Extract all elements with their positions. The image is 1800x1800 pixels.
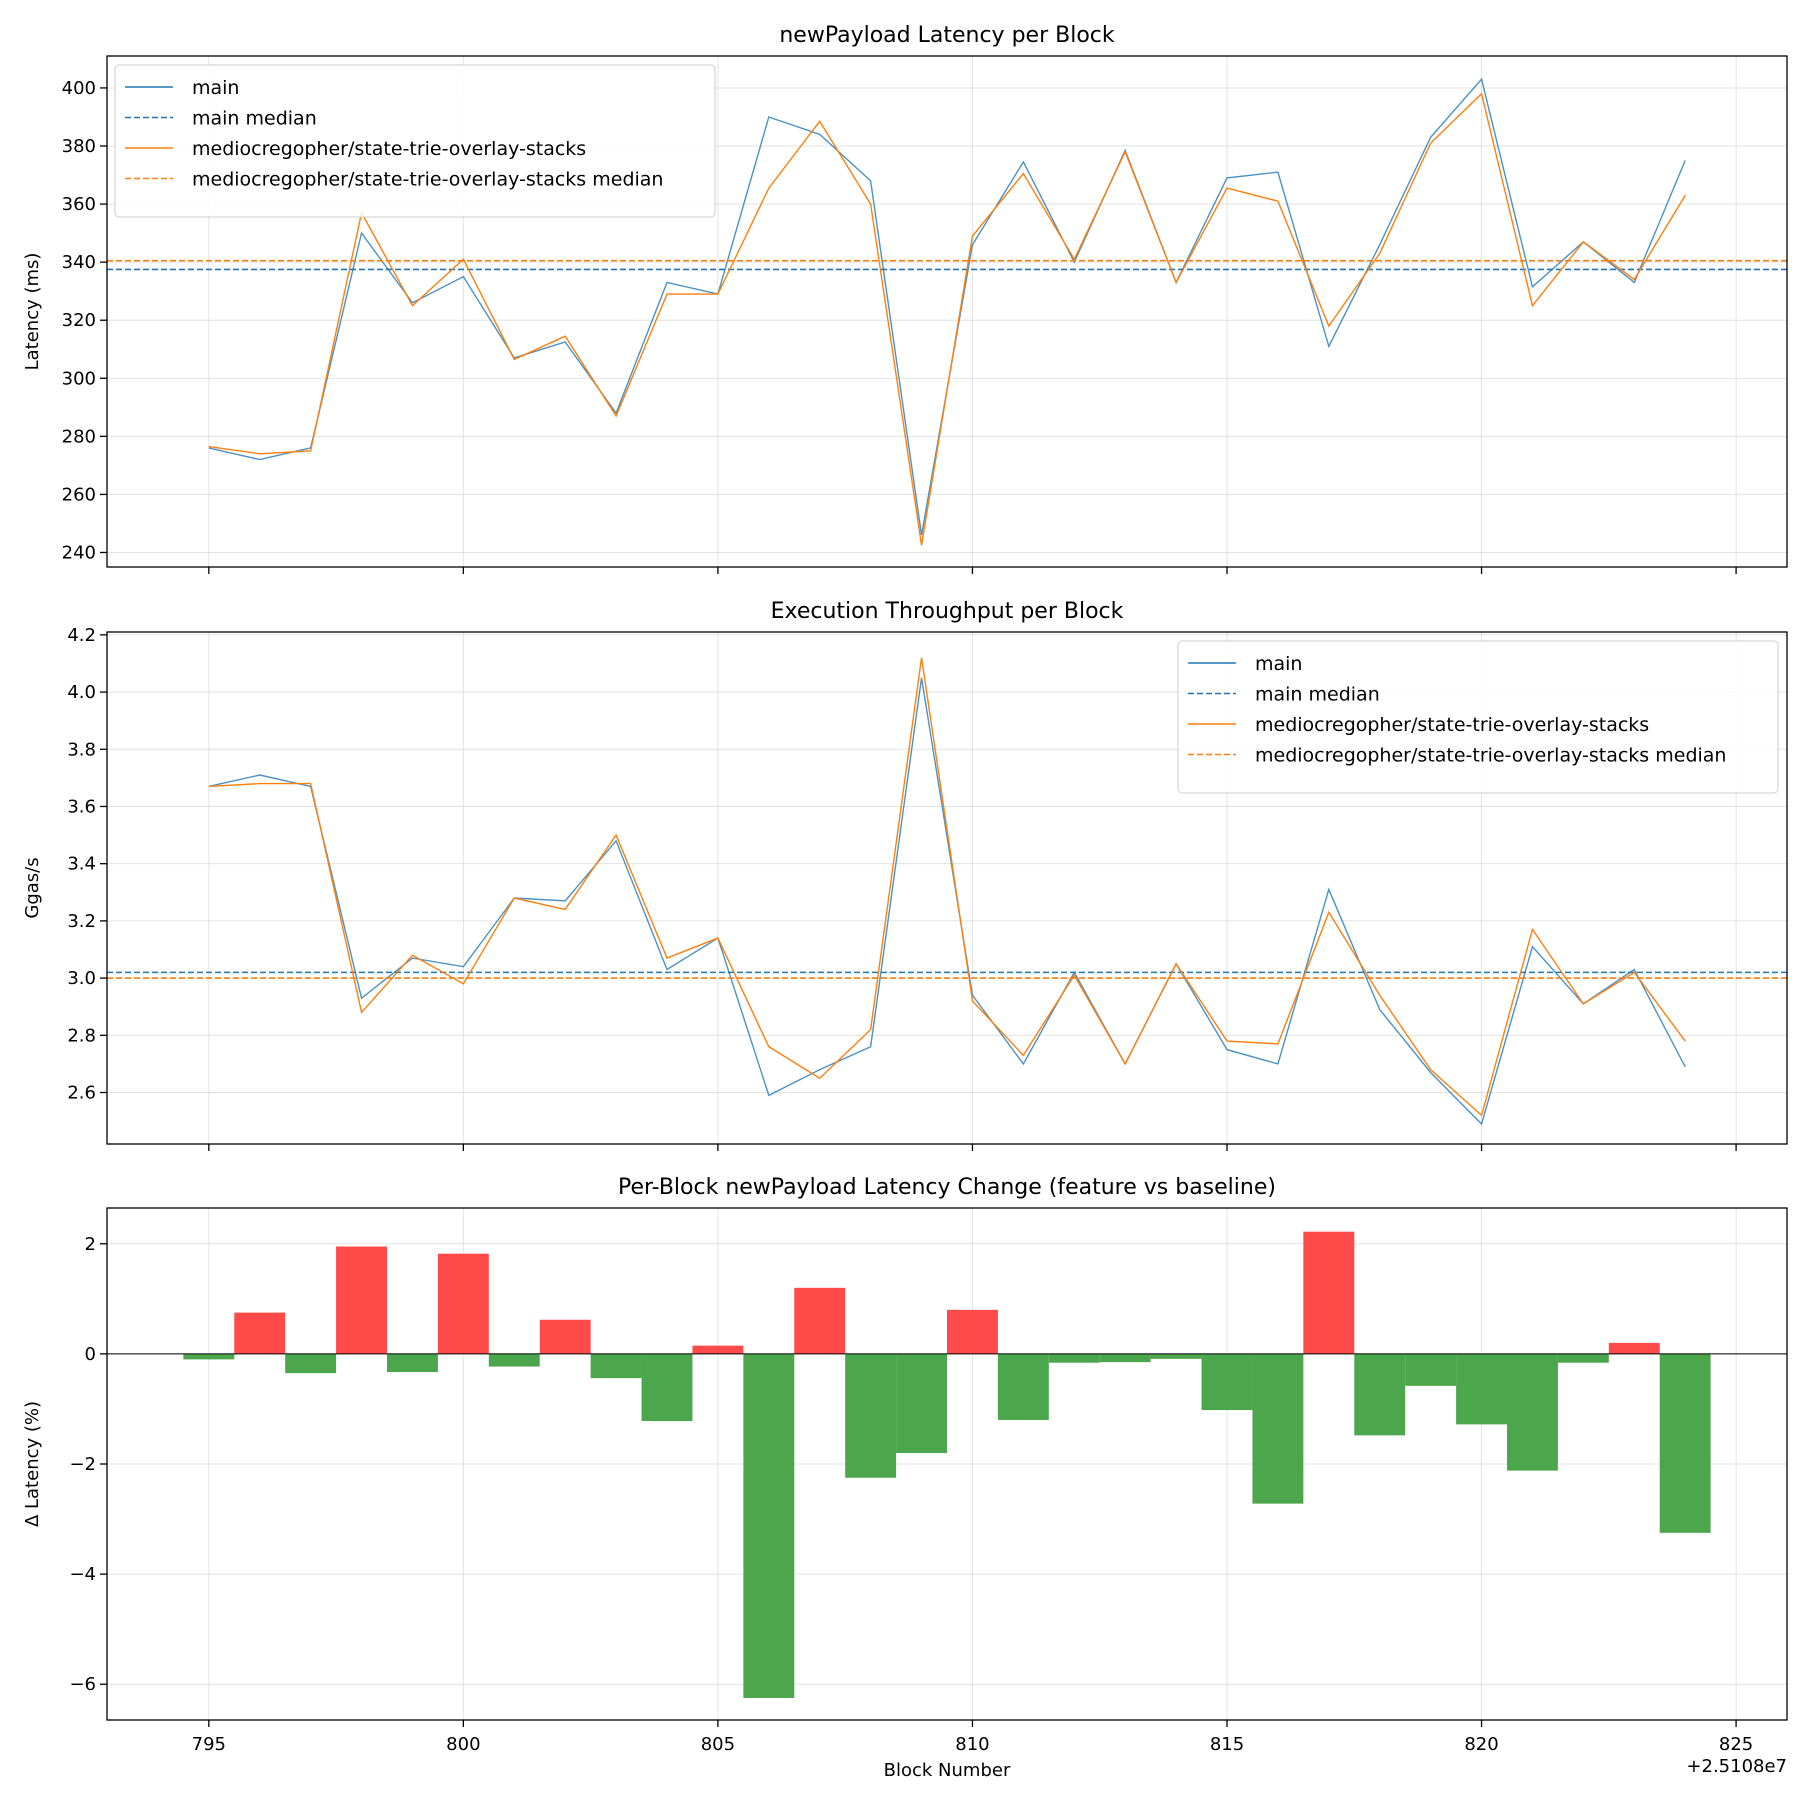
legend-entry: mediocregopher/state-trie-overlay-stacks bbox=[1255, 714, 1649, 736]
legend-entry: mediocregopher/state-trie-overlay-stacks… bbox=[192, 169, 663, 191]
bar bbox=[896, 1353, 947, 1453]
plot-frame bbox=[106, 1207, 1788, 1721]
x-tick-label: 820 bbox=[1464, 1734, 1498, 1755]
bar bbox=[1303, 1231, 1355, 1354]
y-tick-label: 400 bbox=[62, 78, 96, 99]
y-tick-label: 3.4 bbox=[67, 854, 96, 875]
y-tick-label: 3.2 bbox=[67, 911, 96, 932]
legend: main main median mediocregopher/state-trie… bbox=[1177, 640, 1779, 794]
plot-frame bbox=[106, 631, 1788, 1145]
y-tick-label: 2.8 bbox=[67, 1025, 96, 1046]
legend-entry: main bbox=[192, 77, 239, 99]
x-tick-label: 810 bbox=[955, 1734, 989, 1755]
bar bbox=[1507, 1353, 1558, 1471]
bar bbox=[947, 1309, 998, 1354]
bar bbox=[1354, 1353, 1406, 1436]
y-tick-label: −4 bbox=[69, 1564, 96, 1585]
bar bbox=[794, 1287, 846, 1354]
y-tick-label: 300 bbox=[62, 368, 96, 389]
legend-entry: main median bbox=[192, 108, 317, 130]
bar bbox=[1252, 1353, 1304, 1504]
series-line-feature bbox=[208, 657, 1686, 1117]
y-axis-label: Latency (ms) bbox=[22, 253, 43, 371]
x-tick-label: 825 bbox=[1719, 1734, 1753, 1755]
chart-title: Execution Throughput per Block bbox=[771, 599, 1124, 624]
bar bbox=[845, 1353, 897, 1478]
bar bbox=[1099, 1353, 1151, 1363]
y-tick-label: 3.0 bbox=[67, 968, 96, 989]
y-axis-label: Ggas/s bbox=[22, 857, 43, 918]
x-tick-label: 795 bbox=[192, 1734, 226, 1755]
bar bbox=[641, 1353, 693, 1422]
bar bbox=[997, 1353, 1049, 1420]
y-tick-label: 2 bbox=[85, 1234, 96, 1255]
bar bbox=[1456, 1353, 1507, 1425]
y-tick-label: 320 bbox=[62, 310, 96, 331]
panel-1: newPayload Latency per Block Latency (ms)… bbox=[22, 23, 1788, 574]
panel-3: Per-Block newPayload Latency Change (fea… bbox=[22, 1175, 1788, 1781]
y-tick-label: 240 bbox=[62, 542, 96, 563]
x-offset-label: +2.5108e7 bbox=[1686, 1756, 1787, 1777]
bar bbox=[1557, 1353, 1609, 1363]
bar bbox=[234, 1312, 286, 1354]
series-group bbox=[107, 657, 1787, 1126]
bar bbox=[1201, 1353, 1253, 1411]
panel-2: Execution Throughput per Block Ggas/s 2.6 2… bbox=[22, 599, 1788, 1151]
bar bbox=[1608, 1342, 1660, 1354]
legend: main main median mediocregopher/state-trie… bbox=[114, 64, 716, 218]
y-tick-label: 360 bbox=[62, 194, 96, 215]
series-line-feature bbox=[208, 92, 1686, 546]
bar bbox=[183, 1353, 235, 1360]
y-axis-label: Δ Latency (%) bbox=[22, 1401, 43, 1527]
y-tick-label: 3.6 bbox=[67, 796, 96, 817]
y-tick-label: 4.0 bbox=[67, 682, 96, 703]
legend-entry: main bbox=[1255, 653, 1302, 675]
legend-entry: mediocregopher/state-trie-overlay-stacks… bbox=[1255, 745, 1726, 767]
y-tick-label: 2.6 bbox=[67, 1083, 96, 1104]
series-group bbox=[107, 77, 1787, 546]
y-tick-label: 280 bbox=[62, 426, 96, 447]
legend-entry: main median bbox=[1255, 684, 1380, 706]
bar bbox=[590, 1353, 642, 1379]
x-tick-label: 805 bbox=[701, 1734, 735, 1755]
series-line-main bbox=[208, 677, 1686, 1126]
bar bbox=[1150, 1353, 1202, 1359]
y-tick-label: −6 bbox=[69, 1674, 96, 1695]
x-tick-label: 800 bbox=[446, 1734, 480, 1755]
bar bbox=[539, 1319, 591, 1354]
chart-title: newPayload Latency per Block bbox=[779, 23, 1115, 48]
y-tick-label: 260 bbox=[62, 484, 96, 505]
bar bbox=[743, 1353, 795, 1698]
y-tick-label: 0 bbox=[85, 1344, 96, 1365]
x-axis-label: Block Number bbox=[884, 1760, 1011, 1781]
bar bbox=[285, 1353, 337, 1374]
y-tick-label: 4.2 bbox=[67, 625, 96, 646]
legend-box bbox=[114, 64, 716, 218]
y-tick-label: 380 bbox=[62, 136, 96, 157]
legend-entry: mediocregopher/state-trie-overlay-stacks bbox=[192, 138, 586, 160]
plot-frame bbox=[106, 55, 1788, 568]
bar bbox=[1405, 1353, 1457, 1386]
x-tick-label: 815 bbox=[1210, 1734, 1244, 1755]
bar bbox=[437, 1253, 489, 1354]
chart-title: Per-Block newPayload Latency Change (fea… bbox=[618, 1175, 1276, 1200]
bar bbox=[1048, 1353, 1100, 1363]
y-tick-label: 3.8 bbox=[67, 739, 96, 760]
legend-box bbox=[1177, 640, 1779, 794]
y-tick-label: 340 bbox=[62, 252, 96, 273]
bar bbox=[488, 1353, 540, 1367]
bars bbox=[183, 1231, 1711, 1698]
y-tick-label: −2 bbox=[69, 1454, 96, 1475]
bar bbox=[692, 1345, 744, 1354]
bar bbox=[1659, 1353, 1711, 1533]
bar bbox=[387, 1353, 438, 1373]
bar bbox=[336, 1246, 387, 1354]
